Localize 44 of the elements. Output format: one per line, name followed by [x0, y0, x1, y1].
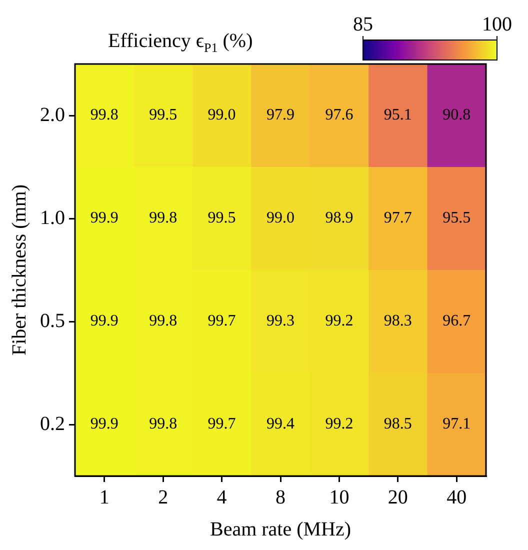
data-label: 99.8 — [90, 106, 118, 124]
x-tick-label: 10 — [329, 486, 350, 508]
x-tick-label: 20 — [388, 486, 408, 508]
data-label: 90.8 — [442, 106, 471, 124]
color-bar-label: 85 — [353, 13, 373, 36]
data-label: 99.7 — [208, 312, 236, 330]
y-tick-label: 0.2 — [40, 412, 65, 435]
color-bar-title: Efficiency ϵ$_{P1}$ (%) — [108, 30, 253, 56]
data-label: 98.5 — [384, 416, 412, 433]
y-axis-title: Fiber thickness (mm) — [8, 184, 30, 356]
x-tick-label: 4 — [216, 486, 227, 508]
x-tick-label: 8 — [276, 486, 286, 508]
data-label: 96.7 — [442, 312, 471, 330]
data-label: 95.1 — [384, 106, 412, 124]
data-label: 99.8 — [149, 416, 178, 433]
y-tick-label: 2.0 — [40, 104, 65, 126]
data-label: 99.3 — [266, 312, 294, 330]
data-label: 99.9 — [90, 416, 118, 433]
data-label: 99.4 — [266, 416, 294, 433]
data-label: 97.1 — [442, 416, 471, 433]
x-axis-title: Beam rate (MHz) — [210, 518, 352, 540]
data-label: 97.6 — [325, 106, 354, 124]
color-bar-label: 100 — [482, 13, 512, 36]
data-label: 99.2 — [325, 312, 354, 330]
data-label: 99.5 — [149, 106, 178, 124]
data-label: 99.0 — [266, 210, 294, 227]
x-tick-label: 2 — [158, 486, 168, 508]
data-label: 99.9 — [90, 210, 118, 227]
x-tick-label: 1 — [99, 486, 110, 508]
data-label: 99.7 — [208, 416, 236, 433]
data-label: 98.9 — [325, 210, 354, 227]
x-tick-label: 40 — [446, 486, 467, 508]
data-label: 98.3 — [384, 312, 412, 330]
data-label: 99.8 — [149, 210, 178, 227]
data-label: 97.9 — [266, 106, 294, 124]
data-label: 99.5 — [208, 210, 236, 227]
data-label: 99.8 — [149, 312, 178, 330]
data-label: 99.9 — [90, 312, 118, 330]
data-label: 95.5 — [442, 210, 471, 227]
data-label: 99.0 — [208, 106, 236, 124]
data-label: 99.2 — [325, 416, 354, 433]
data-label: 97.7 — [384, 210, 412, 227]
y-tick-label: 0.5 — [40, 310, 65, 332]
y-tick-label: 1.0 — [40, 206, 65, 229]
